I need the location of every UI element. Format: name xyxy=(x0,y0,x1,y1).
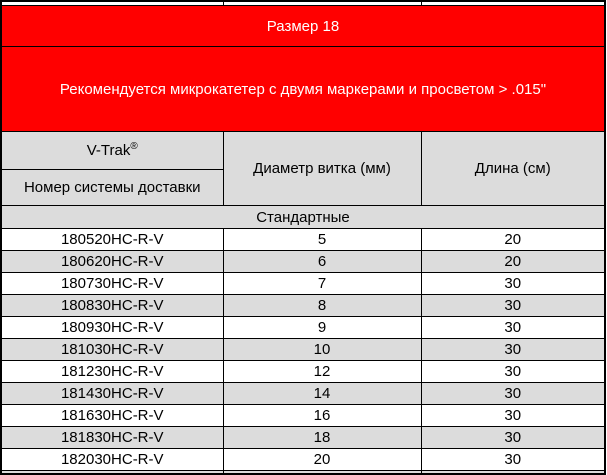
diameter-cell: 14 xyxy=(222,382,422,405)
diameter-cell: 5 xyxy=(222,228,422,251)
length-cell: 30 xyxy=(420,294,606,317)
delivery-system-header: Номер системы доставки xyxy=(0,169,224,206)
recommendation-banner-row: Рекомендуется микрокатетер с двумя марке… xyxy=(0,46,606,132)
registered-trademark-mark: ® xyxy=(130,141,138,152)
partial-cell xyxy=(222,470,422,475)
length-header: Длина (см) xyxy=(420,131,606,206)
length-cell: 30 xyxy=(420,360,606,383)
length-cell: 30 xyxy=(420,338,606,361)
size-banner-row: Размер 18 xyxy=(0,5,606,47)
model-cell: 181430HC-R-V xyxy=(0,382,224,405)
table-row: 181830HC-R-V 18 30 xyxy=(0,426,606,449)
diameter-cell: 20 xyxy=(222,448,422,471)
table-row: 180520HC-R-V 5 20 xyxy=(0,228,606,251)
length-cell: 20 xyxy=(420,250,606,273)
model-cell: 180730HC-R-V xyxy=(0,272,224,295)
length-cell: 30 xyxy=(420,316,606,339)
table-row: 180830HC-R-V 8 30 xyxy=(0,294,606,317)
partial-row-bottom xyxy=(0,470,606,475)
partial-cell xyxy=(0,470,224,475)
product-line-header: V-Trak® xyxy=(0,131,224,170)
header-row-top: V-Trak® Диаметр витка (мм) Длина (см) xyxy=(0,131,606,206)
table-row: 181430HC-R-V 14 30 xyxy=(0,382,606,405)
length-cell: 30 xyxy=(420,272,606,295)
model-cell: 181630HC-R-V xyxy=(0,404,224,427)
length-cell: 30 xyxy=(420,426,606,449)
table-body: Размер 18 Рекомендуется микрокатетер с д… xyxy=(0,0,606,229)
table-row: 181030HC-R-V 10 30 xyxy=(0,338,606,361)
length-cell: 30 xyxy=(420,382,606,405)
length-cell: 30 xyxy=(420,404,606,427)
header-row-bottom: Номер системы доставки xyxy=(0,169,605,206)
table-row: 180930HC-R-V 9 30 xyxy=(0,316,606,339)
diameter-cell: 8 xyxy=(222,294,422,317)
table-row: 182030HC-R-V 20 30 xyxy=(0,448,606,471)
diameter-cell: 12 xyxy=(222,360,422,383)
model-cell: 180930HC-R-V xyxy=(0,316,224,339)
recommendation-banner: Рекомендуется микрокатетер с двумя марке… xyxy=(0,46,606,132)
diameter-cell: 10 xyxy=(222,338,422,361)
model-cell: 181830HC-R-V xyxy=(0,426,224,449)
standard-rows: 180520HC-R-V 5 20 180620HC-R-V 6 20 1807… xyxy=(0,228,606,471)
table-row: 180620HC-R-V 6 20 xyxy=(0,250,606,273)
model-cell: 181030HC-R-V xyxy=(0,338,224,361)
section-row: Стандартные xyxy=(0,205,606,229)
diameter-cell: 9 xyxy=(222,316,422,339)
model-cell: 180620HC-R-V xyxy=(0,250,224,273)
size-banner: Размер 18 xyxy=(0,5,606,47)
coil-diameter-header: Диаметр витка (мм) xyxy=(222,131,422,206)
table-footer xyxy=(0,470,606,475)
model-cell: 180520HC-R-V xyxy=(0,228,224,251)
length-cell: 20 xyxy=(420,228,606,251)
product-line-label: V-Trak xyxy=(86,142,131,159)
diameter-cell: 18 xyxy=(222,426,422,449)
diameter-cell: 6 xyxy=(222,250,422,273)
table-row: 180730HC-R-V 7 30 xyxy=(0,272,606,295)
section-label: Стандартные xyxy=(0,205,606,229)
model-cell: 182030HC-R-V xyxy=(0,448,224,471)
model-cell: 181230HC-R-V xyxy=(0,360,224,383)
diameter-cell: 16 xyxy=(222,404,422,427)
diameter-cell: 7 xyxy=(222,272,422,295)
table-row: 181630HC-R-V 16 30 xyxy=(0,404,606,427)
model-cell: 180830HC-R-V xyxy=(0,294,224,317)
table-row: 181230HC-R-V 12 30 xyxy=(0,360,606,383)
length-cell: 30 xyxy=(420,448,606,471)
partial-cell xyxy=(420,470,606,475)
